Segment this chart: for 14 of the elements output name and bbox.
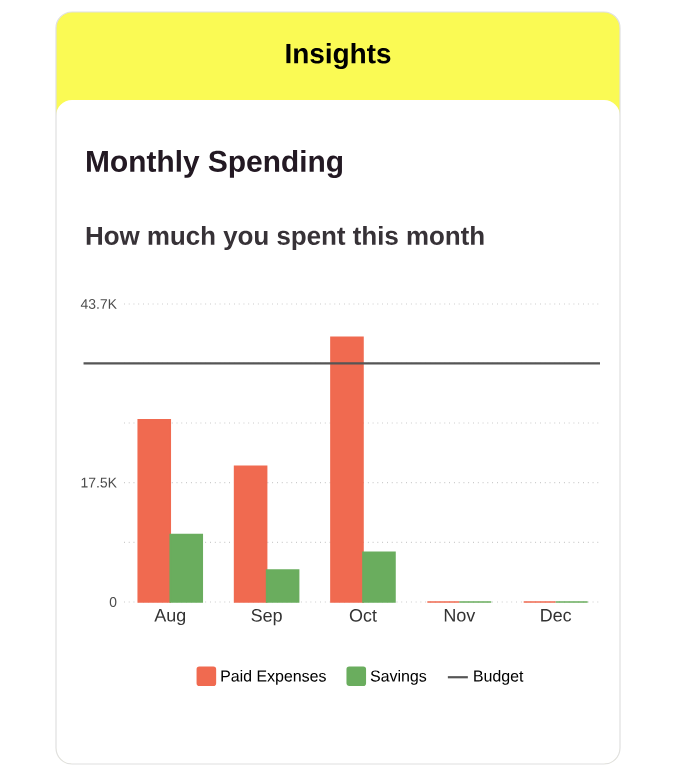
bar xyxy=(362,551,396,603)
x-tick-label: Oct xyxy=(349,609,377,622)
x-tick-label: Sep xyxy=(251,609,282,626)
x-tick-label: Aug xyxy=(154,609,186,626)
bar xyxy=(233,465,268,603)
chart-subtitle: How much you spent this month xyxy=(86,225,484,251)
bar xyxy=(265,569,300,603)
x-tick-label: Nov xyxy=(444,609,476,622)
bar xyxy=(330,336,364,603)
text: Insights xyxy=(286,42,391,70)
chart-title: Monthly Spending xyxy=(87,150,343,178)
x-tick-label: Dec xyxy=(541,609,572,622)
bar xyxy=(137,419,172,603)
bar xyxy=(169,533,204,603)
